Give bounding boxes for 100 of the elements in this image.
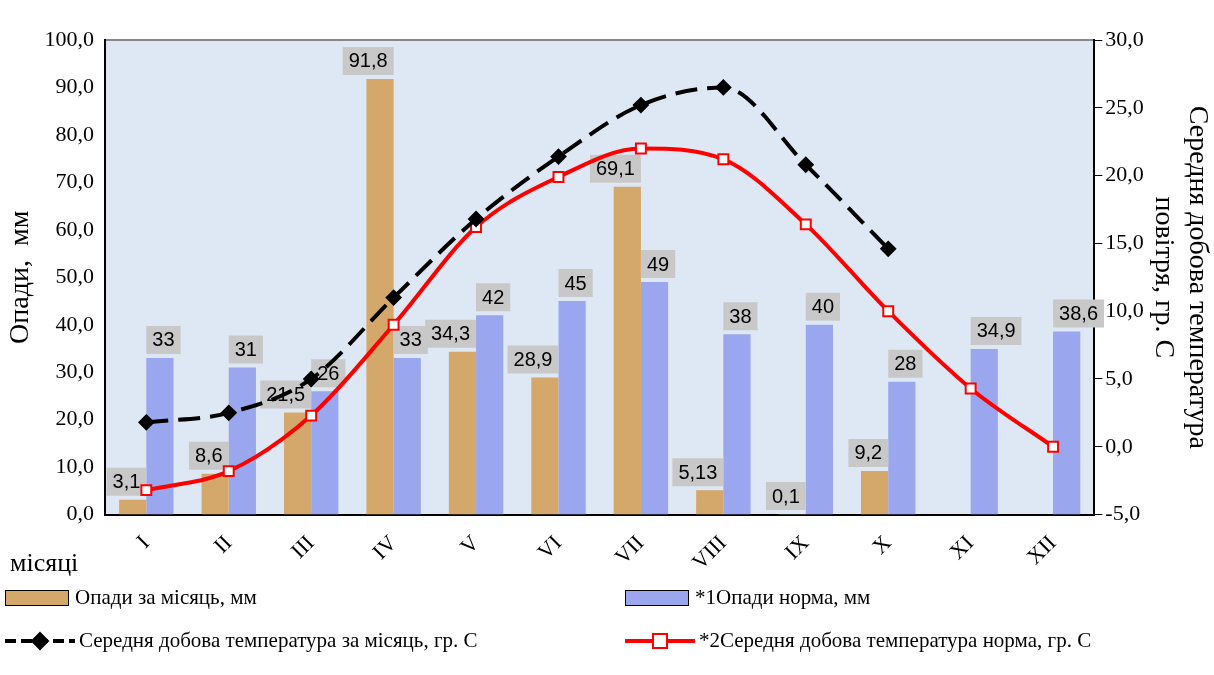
point xyxy=(632,97,649,114)
x-tick-label: V xyxy=(454,529,484,559)
point xyxy=(880,240,897,257)
point xyxy=(468,210,485,227)
y-tick-label: 50,0 xyxy=(55,263,95,289)
y-axis-title: Опади, мм xyxy=(3,210,35,344)
x-tick-label: XI xyxy=(944,529,979,564)
y2-tick-label: 25,0 xyxy=(1105,93,1144,119)
data-label: 33 xyxy=(152,328,175,351)
data-label: 28,9 xyxy=(513,347,553,370)
point xyxy=(140,484,153,497)
legend-label: *1Опади норма, мм xyxy=(695,585,871,610)
x-tick-label: VI xyxy=(532,529,567,564)
bar xyxy=(696,490,724,515)
y-tick-label: 90,0 xyxy=(55,73,95,99)
y2-tick-label: 15,0 xyxy=(1105,229,1144,255)
bar xyxy=(228,367,256,515)
data-label: 34,3 xyxy=(431,322,471,345)
x-tick-label: I xyxy=(131,529,154,553)
y2-tick-label: 10,0 xyxy=(1105,296,1144,322)
y2-tick-label: 5,0 xyxy=(1105,364,1133,390)
point xyxy=(634,142,647,155)
bar xyxy=(558,301,586,515)
x-tick-label: IV xyxy=(367,529,402,564)
bar xyxy=(723,334,751,515)
point xyxy=(1047,440,1060,453)
point xyxy=(964,382,977,395)
y-tick-label: 70,0 xyxy=(55,168,95,194)
point xyxy=(385,289,402,306)
data-label: 38 xyxy=(729,304,752,327)
y2-tick-label: 0,0 xyxy=(1105,432,1133,458)
x-tick-label: X xyxy=(866,529,896,559)
data-label: 91,8 xyxy=(348,49,388,72)
data-label: 38,6 xyxy=(1059,301,1099,324)
bar xyxy=(613,186,641,515)
x-tick-label: VIII xyxy=(686,529,731,575)
data-label: 34,9 xyxy=(976,319,1016,342)
x-axis-title: місяці xyxy=(10,548,79,578)
y-tick-label: 40,0 xyxy=(55,310,95,336)
data-label: 3,1 xyxy=(112,470,141,493)
bar xyxy=(1053,331,1081,515)
point xyxy=(799,218,812,231)
bar xyxy=(311,391,339,515)
data-label: 8,6 xyxy=(194,444,223,467)
bar xyxy=(861,470,889,515)
x-tick-label: VII xyxy=(609,529,649,570)
data-label: 9,2 xyxy=(854,441,883,464)
data-label: 40 xyxy=(811,295,835,318)
legend-label: Середня добова температура за місяць, гр. С xyxy=(79,628,478,653)
y-tick-label: 100,0 xyxy=(44,25,95,51)
y2-tick-label: 30,0 xyxy=(1105,25,1144,51)
point xyxy=(552,170,565,183)
y2-axis-title: Середня добова температура повітря, гр. С xyxy=(1150,105,1214,450)
y-tick-label: 60,0 xyxy=(55,215,95,241)
point xyxy=(303,370,320,387)
data-label: 5,13 xyxy=(678,460,718,483)
y-tick-label: 20,0 xyxy=(55,405,95,431)
data-label: 33 xyxy=(399,328,422,351)
bar xyxy=(119,499,147,515)
bar xyxy=(366,78,394,515)
y-tick-label: 80,0 xyxy=(55,120,95,146)
data-label: 31 xyxy=(234,337,257,360)
bar xyxy=(531,377,559,515)
y2-tick-label: -5,0 xyxy=(1105,500,1141,526)
y2-tick-label: 20,0 xyxy=(1105,161,1144,187)
data-label: 42 xyxy=(482,285,505,308)
x-tick-label: IX xyxy=(779,529,814,564)
point xyxy=(387,318,400,331)
data-label: 45 xyxy=(564,271,587,294)
data-label: 49 xyxy=(646,252,670,275)
x-tick-label: III xyxy=(285,529,319,564)
point xyxy=(550,148,567,165)
point xyxy=(138,414,155,431)
bar xyxy=(805,324,833,515)
point xyxy=(305,409,318,422)
legend-label: Опади за місяць, мм xyxy=(75,585,257,610)
bar xyxy=(476,315,504,515)
y-tick-label: 0,0 xyxy=(66,500,95,526)
point xyxy=(882,305,895,318)
point xyxy=(715,79,732,96)
bar xyxy=(146,357,174,515)
data-label: 69,1 xyxy=(595,157,635,180)
data-label: 28 xyxy=(894,352,917,375)
point xyxy=(220,404,237,421)
legend-label: *2Середня добова температура норма, гр. С xyxy=(699,628,1092,653)
bar xyxy=(448,351,477,515)
x-tick-label: XII xyxy=(1021,529,1061,570)
bar xyxy=(970,348,998,515)
point xyxy=(797,156,814,173)
bar xyxy=(283,412,312,515)
x-tick-label: II xyxy=(208,529,237,558)
y-tick-label: 10,0 xyxy=(55,452,95,478)
bar xyxy=(640,282,669,515)
y-tick-label: 30,0 xyxy=(55,357,95,383)
data-label: 26 xyxy=(317,361,340,384)
bar xyxy=(393,357,421,515)
bar xyxy=(888,381,916,515)
point xyxy=(222,465,235,478)
point xyxy=(717,153,730,166)
data-label: 0,1 xyxy=(771,484,800,507)
